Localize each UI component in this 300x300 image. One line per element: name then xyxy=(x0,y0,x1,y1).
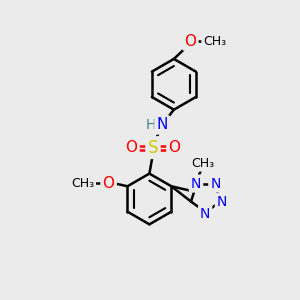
Text: O: O xyxy=(169,140,181,155)
Text: CH₃: CH₃ xyxy=(191,157,214,170)
Text: H: H xyxy=(146,118,156,132)
Text: S: S xyxy=(148,139,158,157)
Text: O: O xyxy=(184,34,196,49)
Text: N: N xyxy=(157,117,168,132)
Text: CH₃: CH₃ xyxy=(203,34,226,47)
Text: O: O xyxy=(103,176,115,191)
Text: N: N xyxy=(217,195,227,209)
Text: N: N xyxy=(210,177,220,190)
Text: O: O xyxy=(125,140,137,155)
Text: N: N xyxy=(191,177,201,190)
Text: CH₃: CH₃ xyxy=(71,177,94,190)
Text: N: N xyxy=(200,207,210,221)
